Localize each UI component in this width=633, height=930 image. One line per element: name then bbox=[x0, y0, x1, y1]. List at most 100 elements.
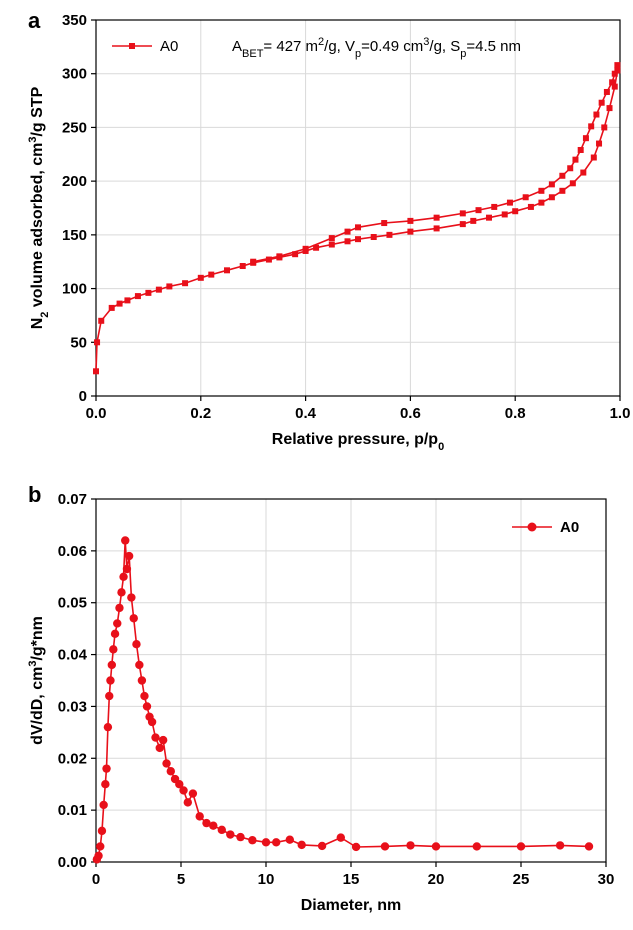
desorption-point bbox=[276, 253, 283, 260]
y-tick-label: 350 bbox=[62, 12, 87, 29]
pore-size-point bbox=[317, 841, 327, 851]
pore-size-line bbox=[96, 540, 590, 860]
bet-annotation: ABET= 427 m2/g, Vp=0.49 cm3/g, Sp=4.5 nm bbox=[232, 36, 521, 60]
pore-size-point bbox=[127, 593, 136, 602]
desorption-point bbox=[603, 88, 610, 95]
desorption-point bbox=[548, 181, 555, 188]
desorption-line bbox=[253, 64, 619, 263]
adsorption-point bbox=[501, 211, 508, 218]
y-tick-label: 50 bbox=[70, 334, 87, 351]
pore-size-point bbox=[285, 835, 294, 844]
desorption-point bbox=[559, 172, 566, 179]
adsorption-point bbox=[124, 297, 131, 304]
desorption-point bbox=[598, 99, 605, 106]
adsorption-point bbox=[407, 228, 414, 235]
adsorption-point bbox=[108, 304, 115, 311]
x-tick-label: 0 bbox=[92, 871, 100, 888]
adsorption-point bbox=[239, 263, 246, 270]
chart-panel-b: b 0 5 10 15 20 25 30 0.00 0.01 0.02 0.03 0.04 0.05 0.0… bbox=[27, 482, 614, 914]
x-tick-label: 15 bbox=[343, 871, 360, 888]
desorption-point bbox=[593, 111, 600, 118]
y-tick-label: 0.02 bbox=[58, 750, 87, 767]
x-tick-label: 30 bbox=[598, 871, 615, 888]
x-tick-label: 0.4 bbox=[295, 405, 317, 422]
adsorption-line bbox=[95, 70, 619, 372]
desorption-point bbox=[407, 217, 414, 224]
pore-size-point bbox=[117, 588, 126, 597]
pore-size-point bbox=[129, 614, 138, 623]
adsorption-point bbox=[116, 300, 123, 307]
desorption-point bbox=[344, 228, 351, 235]
adsorption-point bbox=[527, 203, 534, 210]
panel-label: a bbox=[28, 8, 41, 33]
desorption-point bbox=[567, 165, 574, 172]
y-tick-label: 300 bbox=[62, 66, 87, 83]
adsorption-point bbox=[197, 274, 204, 281]
y-tick-label: 0.00 bbox=[58, 854, 87, 871]
legend-label: A0 bbox=[160, 38, 178, 55]
x-tick-label: 0.0 bbox=[86, 405, 107, 422]
plot-frame bbox=[95, 19, 621, 397]
adsorption-point bbox=[606, 105, 613, 112]
pore-size-point bbox=[122, 564, 132, 574]
y-axis-title: dV/dD, cm3/g*nm bbox=[27, 616, 46, 745]
pore-size-point bbox=[94, 851, 103, 860]
desorption-point bbox=[433, 214, 440, 221]
adsorption-point bbox=[94, 339, 101, 346]
pore-size-point bbox=[179, 786, 188, 795]
chart-panel-a: a 0.0 0.2 0.4 0.6 0.8 1.0 0 50 100 150 200 250 300 350… bbox=[27, 8, 630, 453]
pore-size-point bbox=[297, 840, 306, 850]
adsorption-point bbox=[590, 154, 597, 161]
pore-size-point bbox=[135, 660, 144, 670]
desorption-point bbox=[459, 210, 466, 217]
desorption-point bbox=[588, 123, 595, 130]
desorption-point bbox=[522, 194, 529, 201]
pore-size-point bbox=[188, 789, 198, 798]
pore-size-point bbox=[195, 812, 204, 821]
pore-size-point bbox=[101, 780, 110, 789]
y-axis-title: N2 volume adsorbed, cm3/g STP bbox=[27, 86, 51, 329]
adsorption-point bbox=[548, 194, 555, 201]
pore-size-point bbox=[272, 838, 281, 847]
pore-size-point bbox=[121, 536, 130, 545]
pore-size-point bbox=[102, 764, 111, 773]
pore-size-point bbox=[106, 676, 115, 685]
adsorption-point bbox=[265, 256, 272, 263]
adsorption-point bbox=[512, 208, 519, 215]
desorption-point bbox=[302, 245, 309, 252]
desorption-point bbox=[491, 203, 498, 210]
pore-size-point bbox=[124, 551, 134, 561]
y-tick-label: 200 bbox=[62, 173, 87, 190]
pore-size-point bbox=[380, 842, 390, 851]
desorption-point bbox=[614, 62, 621, 69]
adsorption-point bbox=[98, 317, 105, 324]
y-tick-label: 0.07 bbox=[58, 491, 87, 508]
pore-size-point bbox=[209, 821, 218, 830]
adsorption-point bbox=[145, 289, 152, 296]
y-tick-label: 100 bbox=[62, 281, 87, 298]
adsorption-point bbox=[224, 267, 230, 274]
pore-size-point bbox=[217, 825, 226, 835]
pore-size-point bbox=[113, 619, 122, 628]
pore-size-point bbox=[175, 780, 184, 789]
desorption-point bbox=[609, 79, 616, 86]
desorption-point bbox=[538, 187, 545, 194]
desorption-point bbox=[355, 224, 361, 231]
adsorption-point bbox=[433, 225, 440, 232]
y-tick-label: 0.03 bbox=[58, 698, 87, 715]
pore-size-point bbox=[115, 603, 124, 613]
adsorption-point bbox=[93, 368, 99, 375]
adsorption-point bbox=[614, 67, 621, 74]
pore-size-point bbox=[119, 572, 128, 581]
y-tick-label: 0.04 bbox=[58, 647, 88, 664]
desorption-point bbox=[611, 70, 618, 77]
x-axis-title: Relative pressure, p/p0 bbox=[272, 431, 444, 453]
pore-size-point bbox=[351, 842, 361, 852]
y-tick-label: 0 bbox=[79, 388, 87, 405]
panel-label: b bbox=[28, 482, 41, 507]
pore-size-point bbox=[137, 676, 147, 685]
adsorption-point bbox=[459, 221, 466, 228]
pore-size-point bbox=[431, 842, 441, 851]
y-tick-label: 250 bbox=[62, 119, 87, 136]
